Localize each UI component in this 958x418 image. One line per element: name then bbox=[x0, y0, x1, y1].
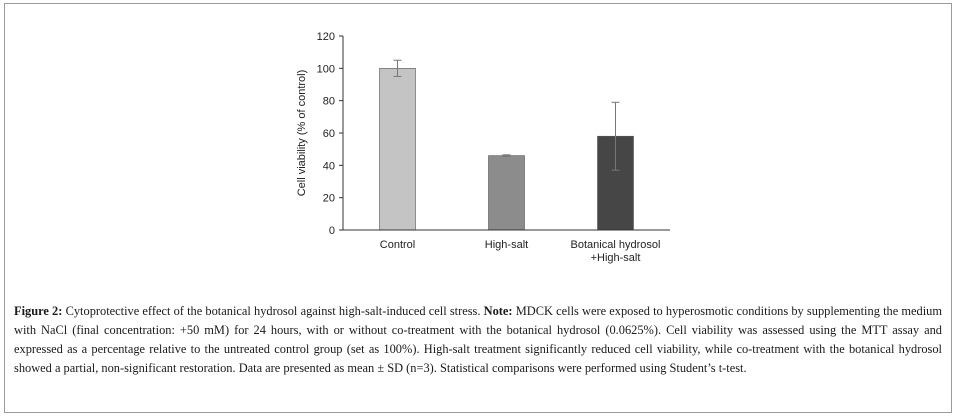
figure-caption: Figure 2: Cytoprotective effect of the b… bbox=[14, 302, 942, 378]
bar-chart: 0 20 40 60 80 100 120 Control High-salt Botanica… bbox=[296, 31, 670, 264]
bars-group bbox=[379, 59, 634, 231]
x-tick-label: High-salt bbox=[485, 239, 528, 251]
y-tick-label: 80 bbox=[323, 96, 335, 108]
x-tick-label-line: Control bbox=[380, 239, 415, 251]
y-tick-label: 60 bbox=[323, 128, 335, 140]
figure-label: Figure 2: bbox=[14, 304, 63, 318]
y-tick-label: 100 bbox=[317, 63, 335, 75]
bar-0 bbox=[379, 68, 416, 231]
x-tick-label: Botanical hydrosol +High-salt bbox=[571, 239, 661, 264]
x-tick-label-line: High-salt bbox=[485, 239, 528, 251]
y-axis: 0 20 40 60 80 100 120 bbox=[317, 31, 344, 237]
figure-note: MDCK cells were exposed to hyperosmotic … bbox=[14, 304, 943, 375]
y-tick-label: 20 bbox=[323, 193, 335, 205]
note-label: Note: bbox=[483, 304, 513, 318]
bar-1 bbox=[488, 155, 525, 231]
y-axis-label: Cell viability (% of control) bbox=[296, 70, 308, 197]
x-tick-label-line: +High-salt bbox=[591, 252, 641, 264]
x-axis: Control High-salt Botanical hydrosol +High-… bbox=[343, 229, 670, 264]
x-tick-label: Control bbox=[380, 239, 415, 251]
y-tick-label: 120 bbox=[317, 31, 335, 43]
figure-title: Cytoprotective effect of the botanical h… bbox=[65, 304, 481, 318]
x-tick-label-line: Botanical hydrosol bbox=[571, 239, 661, 251]
figure-frame bbox=[4, 3, 952, 413]
y-tick-label: 0 bbox=[329, 225, 335, 237]
y-tick-label: 40 bbox=[323, 160, 335, 172]
